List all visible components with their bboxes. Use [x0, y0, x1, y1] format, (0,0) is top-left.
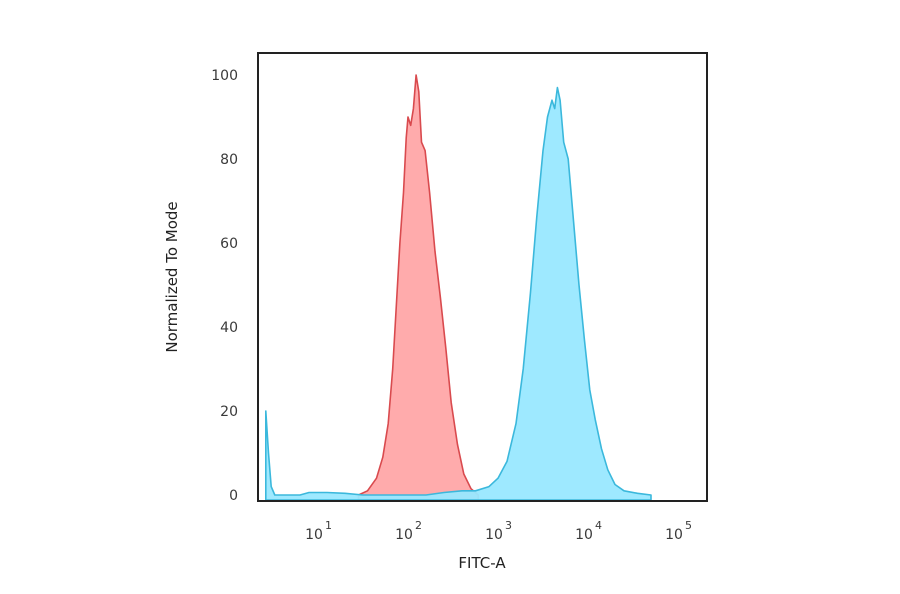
x-tick-label: 10	[305, 527, 323, 543]
x-tick-label: 10	[665, 527, 683, 543]
y-tick-label: 20	[220, 404, 238, 420]
y-tick-label: 0	[229, 488, 238, 504]
y-tick-label: 60	[220, 236, 238, 252]
x-tick-exponent: 3	[505, 519, 512, 532]
plot-frame	[257, 52, 708, 502]
x-tick-exponent: 1	[325, 519, 332, 532]
series-layer	[265, 74, 652, 501]
histogram-series-red	[357, 74, 479, 501]
y-axis-title: Normalized To Mode	[163, 201, 181, 352]
x-tick-exponent: 4	[595, 519, 602, 532]
x-tick-label: 10	[485, 527, 503, 543]
x-tick-label: 10	[575, 527, 593, 543]
y-tick-label: 100	[211, 68, 238, 84]
y-axis-ticks: 0 20 40 60 80 100	[211, 68, 238, 504]
x-tick-exponent: 5	[685, 519, 692, 532]
histogram-series-blue	[265, 86, 652, 501]
x-tick-label: 10	[395, 527, 413, 543]
y-tick-label: 40	[220, 320, 238, 336]
y-tick-label: 80	[220, 152, 238, 168]
x-tick-exponent: 2	[415, 519, 422, 532]
x-axis-title: FITC-A	[458, 554, 506, 572]
